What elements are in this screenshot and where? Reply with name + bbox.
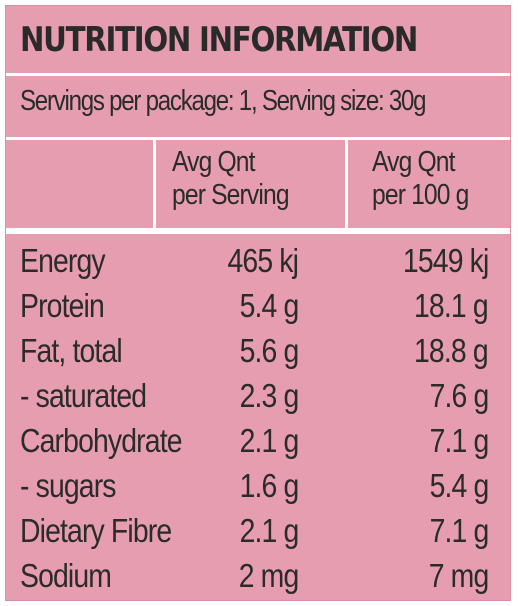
table-row: Carbohydrate 2.1 g 7.1 g — [6, 418, 510, 463]
per-100g-value: 7.1 g — [429, 512, 489, 549]
nutrient-table: Energy 465 kj 1549 kj Protein 5.4 g 18.1… — [6, 238, 510, 598]
per-100g-value: 7.6 g — [429, 377, 489, 414]
serving-info: Servings per package: 1, Serving size: 3… — [20, 85, 427, 117]
divider-serving — [6, 137, 510, 140]
table-row: - saturated 2.3 g 7.6 g — [6, 373, 510, 418]
column-header-per-serving: Avg Qnt per Serving — [172, 146, 290, 212]
per-serving-value: 2.1 g — [239, 422, 299, 459]
per-serving-value: 5.4 g — [239, 287, 299, 324]
per-100g-value: 7 mg — [428, 557, 489, 594]
divider-header — [6, 228, 510, 234]
per-100g-value: 7.1 g — [429, 422, 489, 459]
panel-title: NUTRITION INFORMATION — [20, 20, 418, 60]
column-header-line: per Serving — [172, 179, 290, 211]
nutrient-name: Protein — [20, 287, 105, 324]
column-header-line: Avg Qnt — [372, 146, 456, 178]
per-100g-value: 18.1 g — [414, 287, 489, 324]
table-row: Dietary Fibre 2.1 g 7.1 g — [6, 508, 510, 553]
column-header-line: per 100 g — [372, 179, 469, 211]
per-100g-value: 1549 kj — [402, 242, 488, 279]
per-serving-value: 2 mg — [238, 557, 299, 594]
column-divider-right — [345, 140, 348, 228]
per-serving-value: 5.6 g — [239, 332, 299, 369]
per-100g-value: 18.8 g — [414, 332, 489, 369]
nutrient-name: Energy — [20, 242, 106, 279]
nutrient-name: - saturated — [20, 377, 147, 414]
nutrition-panel: NUTRITION INFORMATION Servings per packa… — [5, 5, 511, 601]
table-row: Sodium 2 mg 7 mg — [6, 553, 510, 598]
per-serving-value: 2.1 g — [239, 512, 299, 549]
per-serving-value: 1.6 g — [239, 467, 299, 504]
nutrient-name: Dietary Fibre — [20, 512, 172, 549]
table-row: Fat, total 5.6 g 18.8 g — [6, 328, 510, 373]
divider-title — [6, 73, 510, 76]
per-100g-value: 5.4 g — [429, 467, 489, 504]
nutrient-name: Sodium — [20, 557, 112, 594]
nutrient-name: Carbohydrate — [20, 422, 182, 459]
per-serving-value: 465 kj — [227, 242, 298, 279]
nutrient-name: - sugars — [20, 467, 117, 504]
nutrient-name: Fat, total — [20, 332, 123, 369]
column-divider-left — [153, 140, 156, 228]
per-serving-value: 2.3 g — [239, 377, 299, 414]
column-header-per-100g: Avg Qnt per 100 g — [372, 146, 469, 212]
table-row: Protein 5.4 g 18.1 g — [6, 283, 510, 328]
table-row: Energy 465 kj 1549 kj — [6, 238, 510, 283]
column-header-line: Avg Qnt — [172, 146, 256, 178]
table-row: - sugars 1.6 g 5.4 g — [6, 463, 510, 508]
